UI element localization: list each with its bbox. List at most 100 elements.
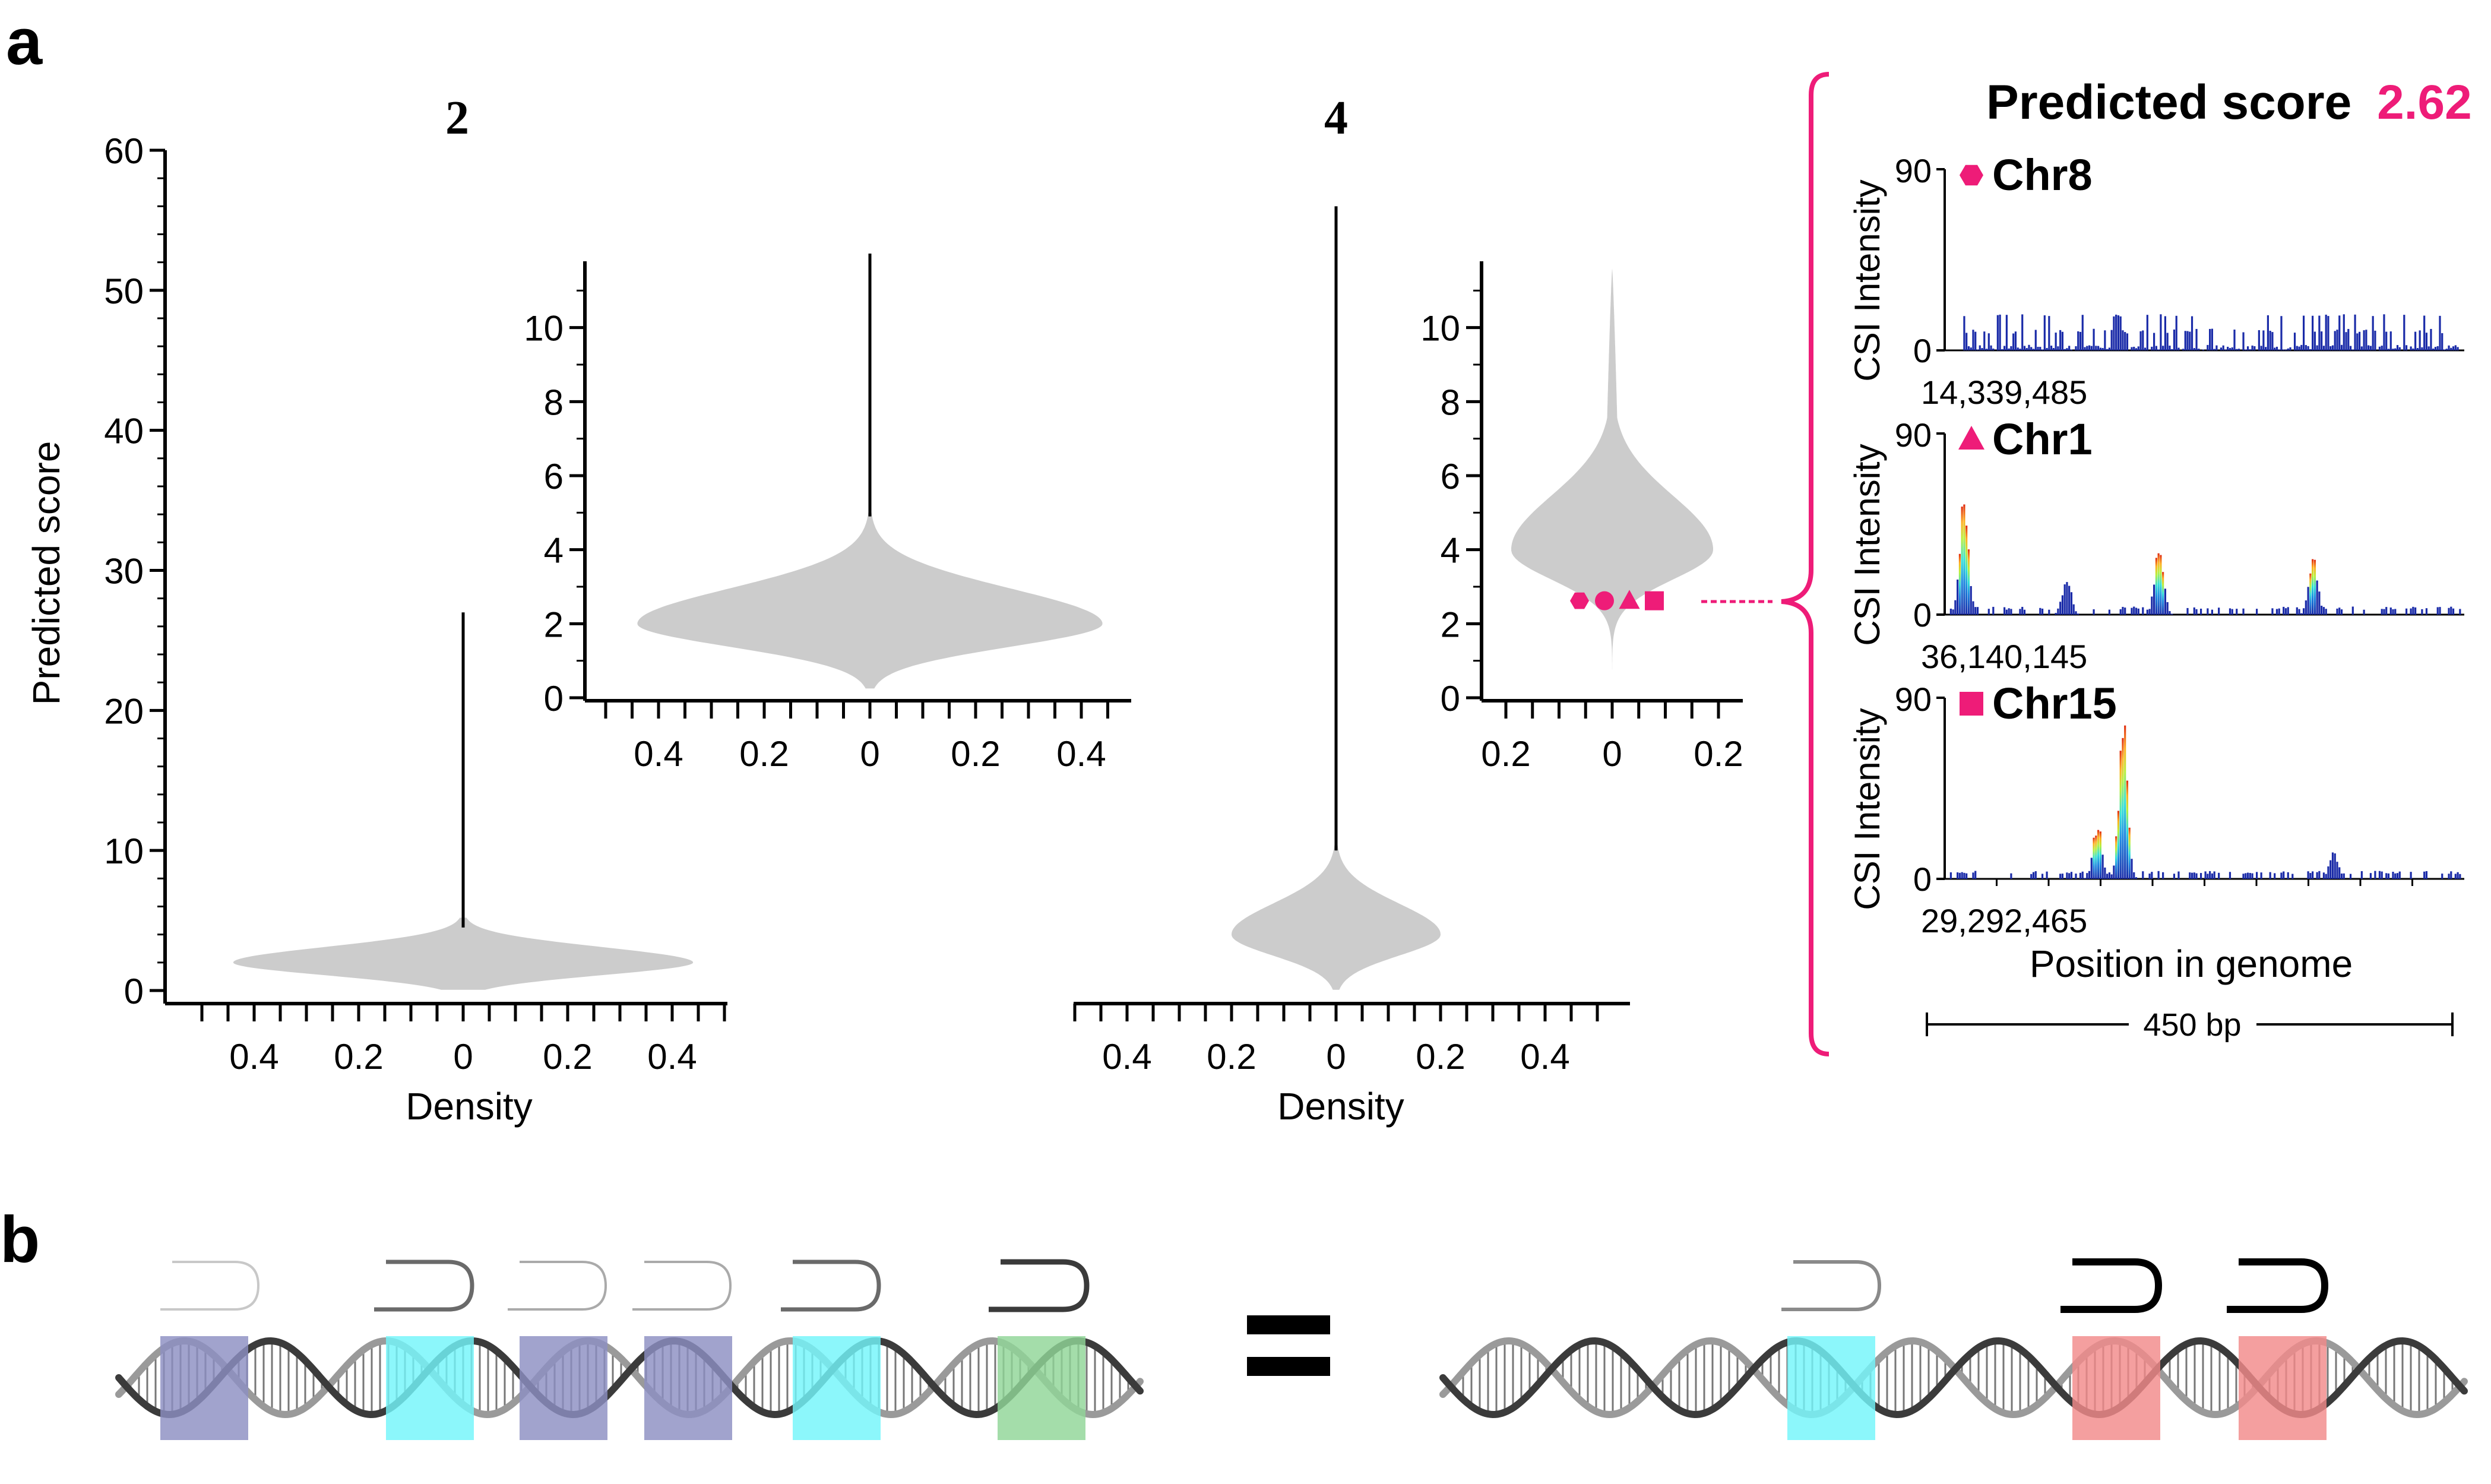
signal-bar bbox=[2021, 606, 2024, 615]
signal-bar bbox=[2423, 871, 2426, 879]
signal-bar bbox=[1949, 608, 1952, 615]
tracks-x-label: Position in genome bbox=[2030, 942, 2353, 985]
signal-bar bbox=[2131, 347, 2133, 350]
signal-bar bbox=[1965, 526, 1968, 615]
signal-bar bbox=[1972, 601, 1974, 615]
signal-bar bbox=[2050, 346, 2053, 350]
signal-bar bbox=[2106, 874, 2109, 879]
signal-bar bbox=[2166, 333, 2169, 350]
inset-y-tick-label: 2 bbox=[544, 605, 564, 644]
signal-bar bbox=[2157, 871, 2160, 879]
violin-chart-4: 4 0.4 0.2 0 0.2 0.4 Density 0 2 4 6 8 10 0.2 0 0.2 bbox=[1073, 92, 1772, 1128]
signal-bar bbox=[2110, 330, 2113, 350]
inset-chart-4: 0 2 4 6 8 10 0.2 0 0.2 bbox=[1420, 261, 1772, 774]
inset-y-tick-label: 0 bbox=[1441, 679, 1460, 719]
signal-bar bbox=[2046, 347, 2048, 350]
signal-bar bbox=[2327, 866, 2329, 879]
signal-bar bbox=[1987, 333, 1990, 350]
x-tick-label: 0.2 bbox=[334, 1037, 383, 1077]
signal-bar bbox=[2126, 333, 2129, 350]
signal-bar bbox=[2095, 836, 2097, 879]
signal-bar bbox=[2302, 608, 2305, 615]
signal-bar bbox=[2222, 345, 2224, 350]
signal-bar bbox=[2271, 332, 2274, 350]
signal-bar bbox=[2309, 573, 2312, 615]
signal-bar bbox=[2068, 346, 2071, 350]
y-axis-ticks: 0 10 20 30 40 50 60 bbox=[104, 131, 165, 1011]
signal-bar bbox=[2256, 872, 2258, 879]
signal-bar bbox=[2291, 874, 2294, 879]
signal-bar bbox=[2258, 330, 2260, 350]
signal-bar bbox=[2059, 602, 2062, 615]
track-ymin: 0 bbox=[1913, 860, 1932, 898]
signal-bar bbox=[2166, 602, 2169, 615]
signal-bar bbox=[2061, 331, 2064, 350]
x-tick-label: 0.4 bbox=[647, 1037, 697, 1077]
signal-bar bbox=[2113, 316, 2115, 350]
signal-bar bbox=[2046, 871, 2048, 879]
signal-bar bbox=[1970, 586, 1972, 615]
signal-bar bbox=[2392, 872, 2394, 879]
y-tick-label: 50 bbox=[104, 271, 144, 311]
signal-bar bbox=[2081, 871, 2084, 879]
signal-bar bbox=[2385, 331, 2388, 350]
x-tick-label: 0 bbox=[453, 1037, 473, 1077]
signal-bar bbox=[2160, 555, 2162, 615]
track-chr8: 90 0 CSI Intensity Chr8 14,339,485 bbox=[1847, 150, 2464, 411]
signal-bar bbox=[2055, 333, 2057, 350]
signal-bar bbox=[2305, 345, 2307, 350]
square-marker bbox=[1960, 692, 1983, 716]
binding-site-box bbox=[520, 1336, 607, 1440]
x-tick-label: 0 bbox=[1326, 1037, 1346, 1077]
signal-bar bbox=[2155, 346, 2157, 350]
signal-bar bbox=[2099, 831, 2101, 879]
signal-bar bbox=[2025, 348, 2028, 350]
binding-site-box bbox=[998, 1336, 1085, 1440]
signal-bar bbox=[2010, 609, 2012, 615]
signal-bar bbox=[2271, 608, 2274, 615]
signal-bar bbox=[2394, 609, 2397, 615]
signal-bar bbox=[2336, 330, 2338, 350]
signal-bar bbox=[1992, 349, 1995, 350]
signal-bar bbox=[2135, 607, 2138, 615]
track-ymin: 0 bbox=[1913, 596, 1932, 634]
signal-bar bbox=[2269, 872, 2271, 879]
signal-bar bbox=[2117, 811, 2120, 879]
binding-site-box bbox=[160, 1336, 248, 1440]
signal-bar bbox=[2405, 345, 2408, 350]
inset-x-tick-label: 0.2 bbox=[1694, 734, 1743, 774]
signal-bar bbox=[2010, 873, 2012, 879]
signal-bar bbox=[2262, 330, 2265, 350]
signal-bar bbox=[2338, 315, 2341, 350]
signal-bar bbox=[2436, 346, 2439, 350]
binding-site-box bbox=[2072, 1336, 2160, 1440]
signal-bar bbox=[2090, 858, 2093, 879]
hexagon-marker bbox=[1570, 592, 1589, 609]
signal-bar bbox=[2213, 349, 2215, 350]
track-chrom-label: Chr15 bbox=[1992, 679, 2117, 728]
signal-bar bbox=[1999, 314, 2001, 350]
signal-bar bbox=[2236, 349, 2238, 350]
signal-bar bbox=[2218, 607, 2220, 615]
signal-bar bbox=[2207, 344, 2209, 350]
signal-bar bbox=[2229, 348, 2232, 350]
square-marker bbox=[1645, 591, 1664, 610]
signal-bar bbox=[2115, 314, 2117, 350]
inset-x-tick-label: 0.4 bbox=[634, 734, 683, 774]
signal-bar bbox=[2162, 572, 2164, 615]
signal-bar bbox=[2055, 613, 2057, 615]
signal-bar bbox=[1970, 347, 1972, 350]
signal-bar bbox=[2412, 348, 2414, 350]
track-y-label: CSI Intensity bbox=[1847, 444, 1887, 646]
signal-bar bbox=[2265, 347, 2267, 350]
signal-bar bbox=[2126, 780, 2129, 879]
signal-bar bbox=[2410, 608, 2412, 615]
track-signal bbox=[1949, 725, 2461, 879]
signal-bar bbox=[2117, 315, 2120, 350]
signal-bar bbox=[2385, 607, 2388, 615]
signal-bar bbox=[2032, 349, 2035, 350]
signal-bar bbox=[2209, 871, 2211, 879]
signal-bar bbox=[2351, 606, 2354, 615]
signal-bar bbox=[2066, 582, 2068, 615]
